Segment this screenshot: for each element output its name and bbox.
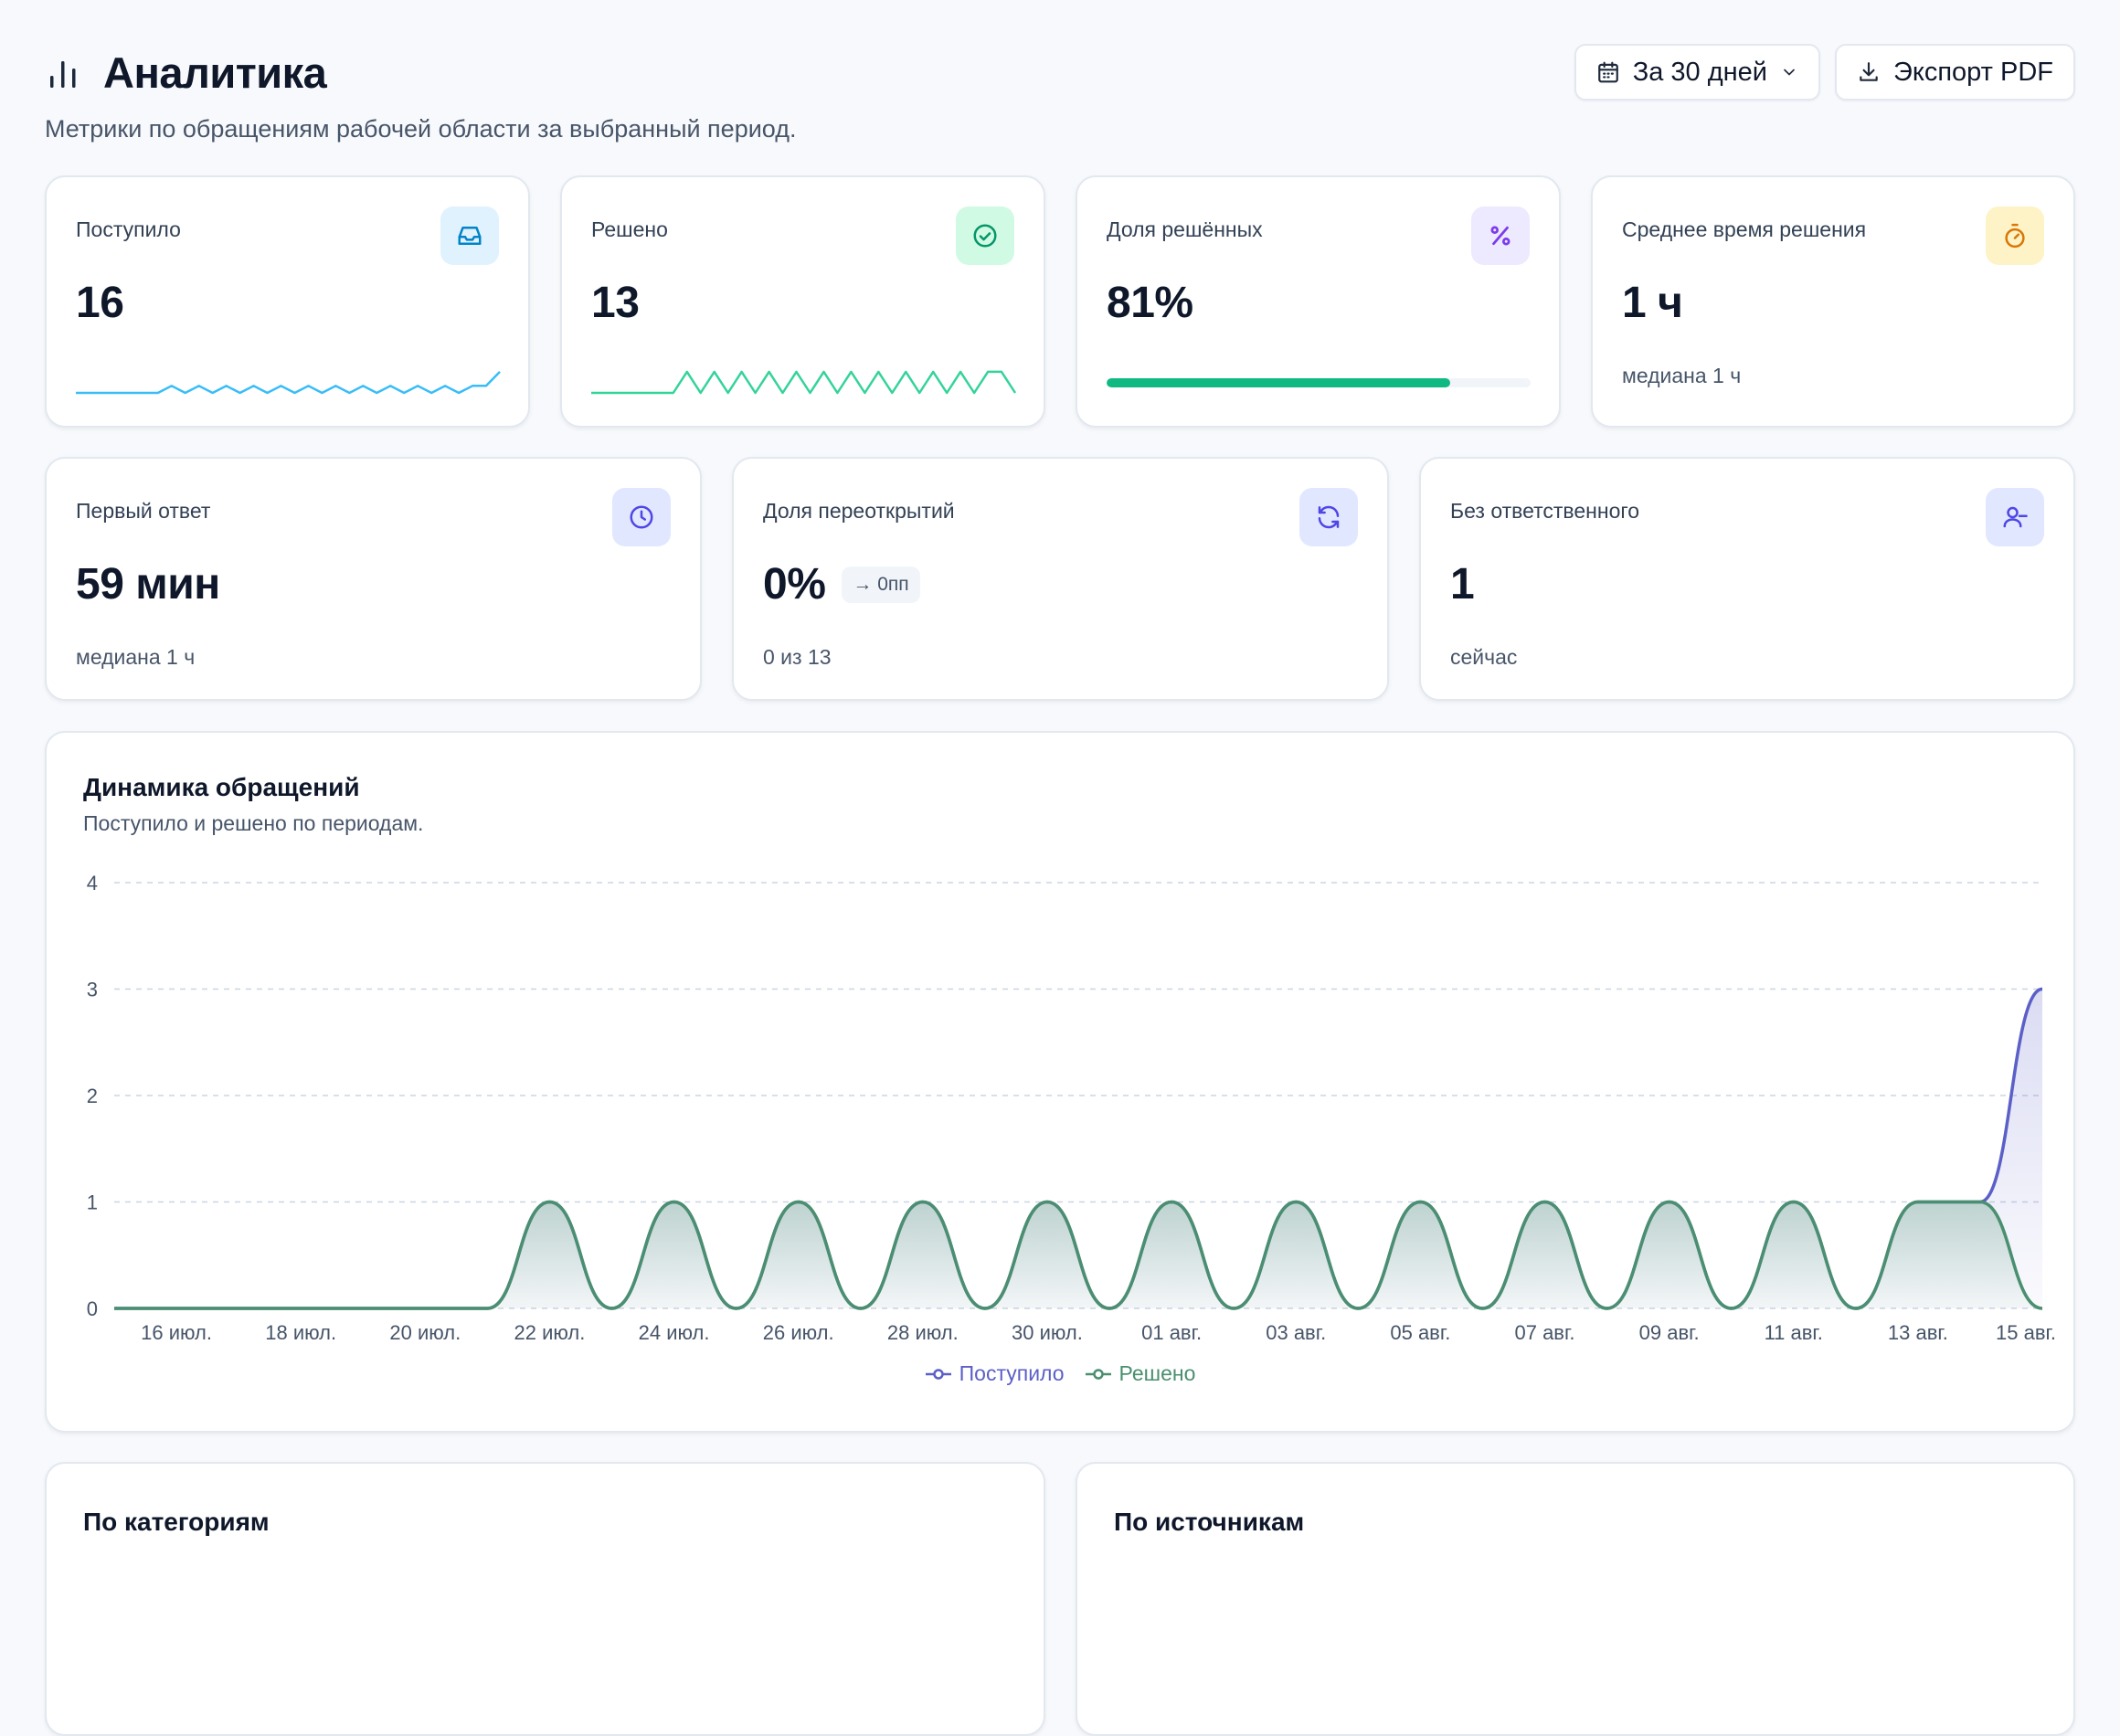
inbox-icon — [440, 206, 499, 265]
kpi-card-unassigned: Без ответственного 1 сейчас — [1419, 457, 2075, 701]
x-tick-label: 05 авг. — [1390, 1321, 1450, 1344]
kpi-label: Поступило — [76, 217, 181, 241]
resolved-sparkline — [591, 370, 1017, 395]
x-tick-label: 24 июл. — [639, 1321, 710, 1344]
kpi-value: 13 — [591, 279, 640, 327]
kpi-label: Доля переоткрытий — [763, 499, 955, 523]
x-tick-label: 11 авг. — [1765, 1321, 1823, 1344]
title-row: Аналитика — [45, 42, 327, 102]
download-icon — [1860, 62, 1878, 81]
kpi-value-row: 0% → 0пп — [763, 559, 920, 609]
x-tick-label: 09 авг. — [1639, 1321, 1700, 1344]
export-pdf-button[interactable]: Экспорт PDF — [1834, 44, 2075, 101]
y-tick-label: 4 — [87, 872, 98, 894]
tickets-dynamics-chart: 0 1 2 3 4 16 июл. 18 июл. 20 июл. 22 июл. 24 июл.… — [87, 872, 2056, 1344]
kpi-sub: медиана 1 ч — [76, 645, 196, 669]
check-circle-icon — [956, 206, 1014, 265]
y-tick-label: 1 — [87, 1191, 98, 1214]
progress-fill — [1107, 378, 1450, 387]
clock-icon — [612, 488, 671, 546]
kpi-card-resolved-share: Доля решённых 81% — [1076, 175, 1561, 428]
chevron-down-icon — [1784, 69, 1795, 76]
chart-subtitle: Поступило и решено по периодам. — [83, 811, 424, 835]
x-tick-label: 26 июл. — [763, 1321, 834, 1344]
x-tick-label: 16 июл. — [141, 1321, 212, 1344]
period-select-label: За 30 дней — [1632, 57, 1767, 87]
tickets-dynamics-chart-card: Динамика обращений Поступило и решено по… — [45, 731, 2075, 1433]
kpi-card-avg-resolution: Среднее время решения 1 ч медиана 1 ч — [1591, 175, 2075, 428]
kpi-value: 81% — [1107, 279, 1193, 327]
export-pdf-label: Экспорт PDF — [1892, 57, 2053, 87]
refresh-icon — [1299, 488, 1358, 546]
x-tick-label: 20 июл. — [389, 1321, 461, 1344]
timer-icon — [1986, 206, 2044, 265]
kpi-sub: сейчас — [1450, 645, 1518, 669]
kpi-value: 1 — [1450, 560, 1475, 609]
legend-item-resolved[interactable]: Решено — [1085, 1361, 1196, 1386]
y-tick-label: 3 — [87, 979, 98, 1001]
legend-label: Поступило — [959, 1361, 1065, 1385]
series-line-resolved — [114, 1200, 2043, 1310]
y-tick-label: 2 — [87, 1085, 98, 1107]
kpi-value: 0% — [763, 560, 826, 609]
kpi-value: 16 — [76, 279, 124, 327]
x-tick-label: 07 авг. — [1514, 1321, 1574, 1344]
calendar-icon — [1597, 61, 1618, 83]
kpi-label: Среднее время решения — [1622, 217, 1867, 241]
x-tick-label: 03 авг. — [1266, 1321, 1326, 1344]
x-tick-label: 15 авг. — [1996, 1321, 2056, 1344]
kpi-label: Решено — [591, 217, 668, 241]
page-title: Аналитика — [103, 48, 327, 97]
y-tick-label: 0 — [87, 1297, 98, 1320]
kpi-value: 59 мин — [76, 560, 220, 609]
legend-label: Решено — [1118, 1361, 1196, 1385]
legend-marker-icon — [1085, 1368, 1111, 1380]
x-tick-label: 22 июл. — [514, 1321, 586, 1344]
page-header: Аналитика Метрики по обращениям рабочей … — [45, 42, 2075, 143]
header-actions: За 30 дней Экспорт PDF — [1574, 44, 2075, 101]
percent-icon — [1471, 206, 1530, 265]
x-tick-label: 13 авг. — [1888, 1321, 1948, 1344]
kpi-card-first-response: Первый ответ 59 мин медиана 1 ч — [45, 457, 702, 701]
sources-card: По источникам — [1076, 1462, 2075, 1736]
user-minus-icon — [1986, 488, 2044, 546]
legend-item-received[interactable]: Поступило — [925, 1361, 1065, 1386]
x-tick-label: 18 июл. — [265, 1321, 336, 1344]
trend-badge: → 0пп — [842, 566, 920, 603]
sources-title: По источникам — [1114, 1508, 1305, 1536]
resolved-share-progress — [1107, 378, 1531, 387]
bar-chart-icon — [50, 61, 76, 88]
x-tick-label: 28 июл. — [887, 1321, 959, 1344]
legend-marker-icon — [925, 1368, 951, 1380]
period-select-button[interactable]: За 30 дней — [1574, 44, 1820, 101]
kpi-value: 1 ч — [1622, 279, 1683, 327]
chart-legend: Поступило Решено — [47, 1361, 2073, 1386]
kpi-sub: 0 из 13 — [763, 645, 832, 669]
x-tick-label: 01 авг. — [1141, 1321, 1202, 1344]
kpi-card-resolved: Решено 13 — [560, 175, 1045, 428]
kpi-label: Доля решённых — [1107, 217, 1263, 241]
kpi-label: Без ответственного — [1450, 499, 1640, 523]
x-tick-label: 30 июл. — [1012, 1321, 1083, 1344]
chart-title: Динамика обращений — [83, 773, 360, 801]
kpi-card-reopen-share: Доля переоткрытий 0% → 0пп 0 из 13 — [732, 457, 1389, 701]
kpi-card-received: Поступило 16 — [45, 175, 530, 428]
page-subtitle: Метрики по обращениям рабочей области за… — [45, 115, 797, 143]
categories-card: По категориям — [45, 1462, 1045, 1736]
received-sparkline — [76, 371, 501, 395]
analytics-page: Аналитика Метрики по обращениям рабочей … — [45, 42, 2075, 1736]
kpi-label: Первый ответ — [76, 499, 211, 523]
categories-title: По категориям — [83, 1508, 270, 1536]
kpi-sub: медиана 1 ч — [1622, 364, 1742, 387]
